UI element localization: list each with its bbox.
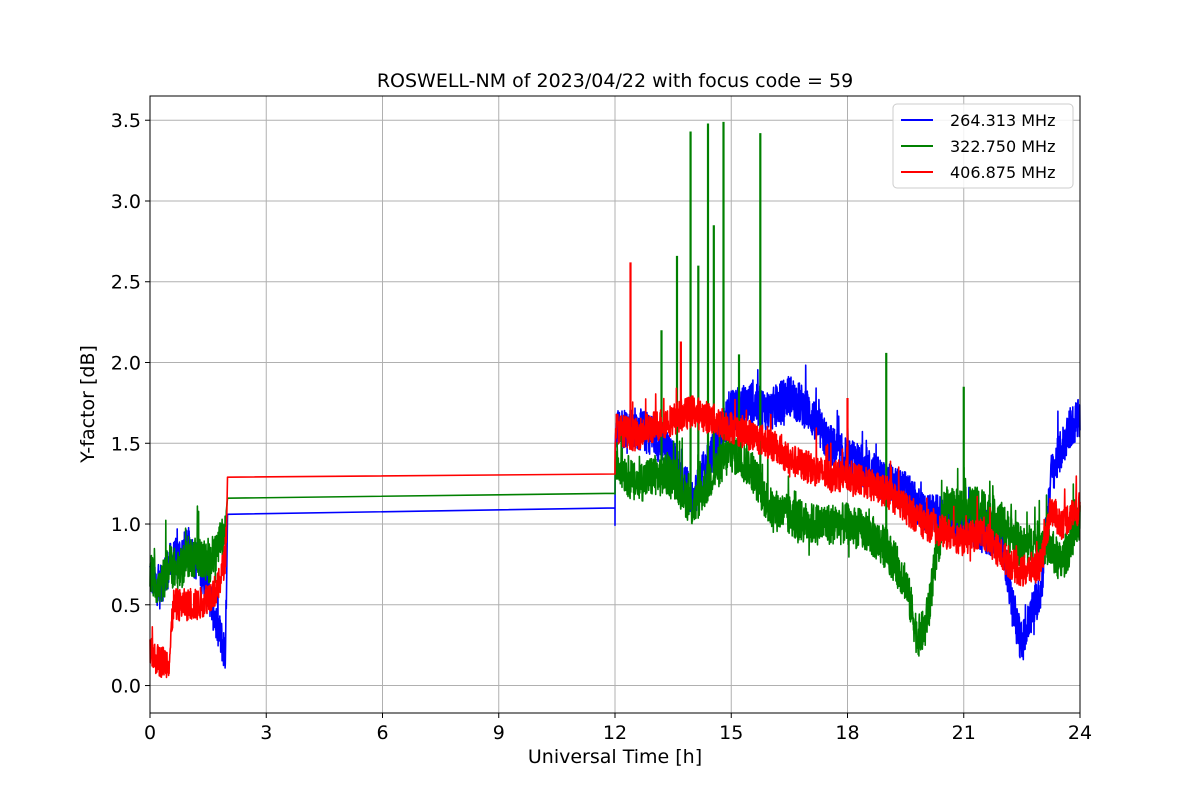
series-line <box>149 427 1081 657</box>
y-tick-label: 3.0 <box>111 191 141 213</box>
y-tick-label: 1.0 <box>111 514 141 536</box>
y-tick-label: 0.5 <box>111 595 141 617</box>
x-tick-label: 24 <box>1068 722 1092 744</box>
ticks: 0 3 6 9 12 15 18 21 24 0.0 0.5 1.0 1.5 2.0 2.5 3.0 3.5 <box>111 110 1092 744</box>
x-tick-label: 9 <box>493 722 505 744</box>
x-tick-label: 21 <box>952 722 976 744</box>
legend: 264.313 MHz 322.750 MHz 406.875 MHz <box>892 103 1074 189</box>
x-tick-label: 18 <box>835 722 859 744</box>
y-tick-label: 2.0 <box>111 353 141 375</box>
x-tick-label: 12 <box>603 722 627 744</box>
y-axis-title: Y-factor [dB] <box>77 345 99 464</box>
legend-box <box>892 103 1074 189</box>
y-tick-label: 1.5 <box>111 433 141 455</box>
legend-label: 264.313 MHz <box>950 111 1055 130</box>
x-tick-label: 0 <box>144 722 156 744</box>
x-axis-title: Universal Time [h] <box>528 746 702 768</box>
y-tick-label: 0.0 <box>111 676 141 698</box>
series-3 <box>149 262 1081 679</box>
series-line <box>149 387 1081 679</box>
x-tick-label: 15 <box>719 722 743 744</box>
plot-area <box>149 121 1081 679</box>
x-tick-label: 3 <box>260 722 272 744</box>
legend-label: 322.750 MHz <box>950 137 1055 156</box>
x-tick-label: 6 <box>376 722 388 744</box>
legend-label: 406.875 MHz <box>950 163 1055 182</box>
y-tick-label: 2.5 <box>111 272 141 294</box>
y-tick-label: 3.5 <box>111 110 141 132</box>
chart-title: ROSWELL-NM of 2023/04/22 with focus code… <box>377 70 853 92</box>
